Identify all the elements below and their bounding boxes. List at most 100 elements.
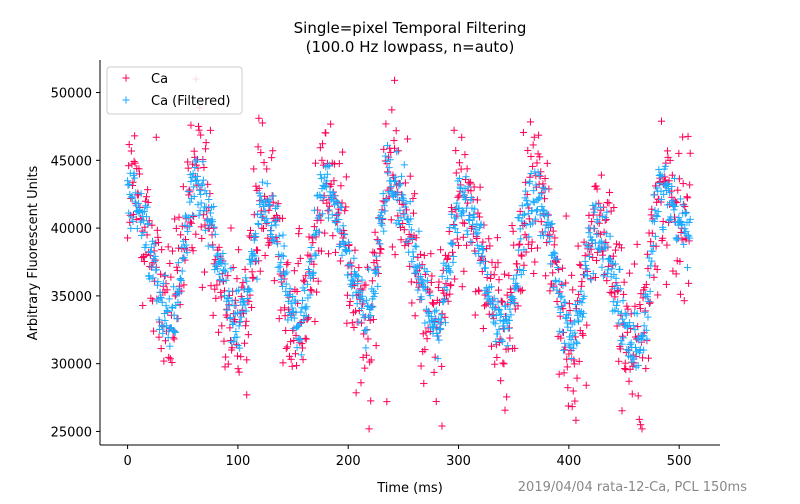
- filtered-point: [242, 274, 250, 282]
- raw-point: [534, 131, 543, 139]
- filtered-point: [147, 247, 155, 256]
- filtered-point: [539, 206, 547, 214]
- raw-point: [677, 228, 685, 237]
- filtered-point: [643, 293, 652, 301]
- filtered-point: [254, 219, 262, 228]
- filtered-point: [161, 316, 169, 325]
- filtered-point: [419, 278, 427, 286]
- filtered-point: [668, 197, 676, 205]
- filtered-point: [129, 217, 137, 225]
- filtered-point: [453, 199, 461, 207]
- raw-point: [217, 293, 225, 301]
- filtered-point: [557, 303, 565, 311]
- raw-point: [491, 263, 499, 271]
- filtered-point: [594, 218, 602, 226]
- filtered-point: [578, 313, 587, 321]
- filtered-point: [200, 207, 208, 215]
- raw-point: [334, 209, 342, 217]
- filtered-point: [303, 303, 311, 311]
- filtered-point: [213, 252, 221, 260]
- raw-point: [125, 162, 133, 170]
- raw-point: [123, 234, 132, 242]
- filtered-point: [431, 323, 439, 331]
- filtered-point: [406, 197, 414, 206]
- filtered-point: [657, 195, 666, 204]
- raw-point: [295, 230, 303, 238]
- raw-point: [168, 247, 177, 255]
- filtered-point: [178, 267, 186, 275]
- raw-point: [609, 252, 617, 260]
- raw-point: [534, 150, 542, 158]
- filtered-point: [501, 302, 510, 310]
- raw-point: [255, 114, 263, 122]
- raw-point: [519, 128, 528, 137]
- raw-point: [565, 300, 574, 308]
- filtered-point: [416, 272, 425, 281]
- raw-point: [452, 146, 460, 155]
- raw-point: [242, 322, 250, 330]
- raw-point: [160, 272, 169, 280]
- filtered-point: [535, 171, 543, 180]
- raw-point: [409, 209, 418, 217]
- raw-point: [655, 178, 663, 186]
- raw-point: [545, 231, 554, 239]
- filtered-point: [670, 174, 679, 183]
- filtered-point: [146, 275, 154, 283]
- raw-point: [497, 377, 505, 385]
- y-axis-label: Arbitrary Fluorescent Units: [26, 165, 41, 340]
- filtered-point: [391, 173, 399, 181]
- filtered-point: [364, 265, 373, 273]
- filtered-point: [284, 316, 292, 324]
- filtered-point: [447, 239, 455, 247]
- filtered-point: [176, 275, 184, 283]
- filtered-point: [534, 168, 542, 176]
- raw-point: [578, 277, 586, 286]
- raw-point: [299, 356, 307, 364]
- raw-point: [589, 253, 597, 262]
- filtered-point: [538, 202, 546, 211]
- x-tick-label: 300: [446, 454, 471, 469]
- filtered-point: [551, 276, 559, 285]
- raw-point: [605, 188, 614, 197]
- filtered-point: [301, 286, 309, 295]
- filtered-point: [628, 358, 636, 366]
- filtered-point: [304, 265, 313, 274]
- raw-point: [459, 233, 467, 241]
- raw-point: [290, 267, 298, 275]
- raw-point: [459, 219, 467, 227]
- filtered-point: [198, 182, 206, 190]
- raw-point: [453, 235, 461, 243]
- raw-point: [636, 300, 644, 309]
- filtered-point: [624, 322, 632, 330]
- raw-point: [380, 145, 388, 153]
- raw-point: [493, 234, 502, 242]
- raw-point: [636, 304, 644, 313]
- filtered-point: [581, 257, 589, 266]
- filtered-point: [523, 201, 531, 209]
- filtered-point: [634, 334, 642, 342]
- filtered-point: [587, 276, 595, 284]
- raw-point: [154, 233, 162, 241]
- filtered-point: [670, 206, 678, 214]
- raw-point: [228, 344, 236, 352]
- filtered-point: [320, 193, 328, 201]
- filtered-point: [447, 210, 456, 218]
- filtered-point: [408, 234, 417, 243]
- filtered-point: [376, 240, 384, 248]
- raw-point: [392, 127, 400, 135]
- filtered-point: [479, 245, 487, 254]
- raw-point: [447, 203, 456, 212]
- filtered-point: [331, 219, 340, 227]
- raw-point: [352, 389, 360, 397]
- filtered-point: [661, 162, 669, 170]
- filtered-point: [423, 277, 432, 285]
- filtered-point: [588, 236, 596, 244]
- legend-frame: [106, 66, 243, 115]
- raw-point: [417, 362, 425, 370]
- raw-point: [391, 251, 399, 259]
- filtered-point: [413, 268, 421, 276]
- filtered-point: [142, 241, 150, 249]
- raw-point: [490, 271, 498, 279]
- raw-point: [474, 286, 483, 294]
- filtered-point: [527, 169, 535, 178]
